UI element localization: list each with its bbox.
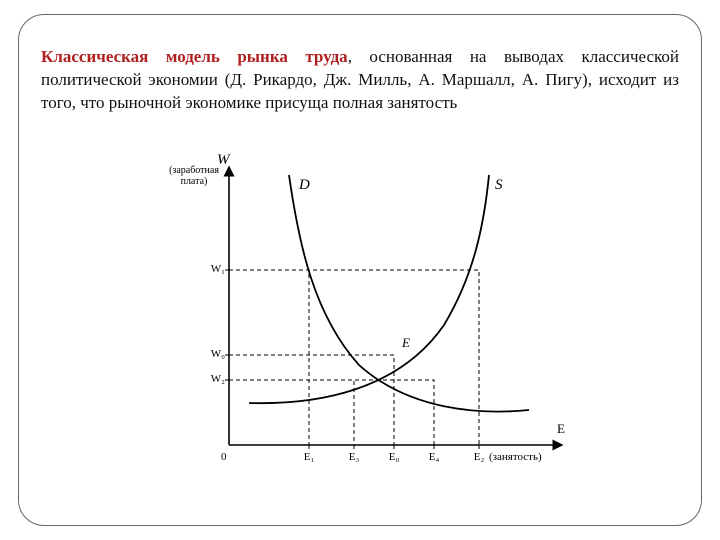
curve-s-label: S xyxy=(495,177,503,194)
x-axis-sublabel: (занятость) xyxy=(489,451,569,463)
equilibrium-label: E xyxy=(402,335,410,351)
origin-label: 0 xyxy=(221,451,227,463)
chart-svg xyxy=(159,155,579,485)
slide-frame: Классическая модель рынка труда, основан… xyxy=(18,14,702,526)
x-axis-label: E xyxy=(557,421,565,437)
labor-market-chart: W (заработная плата) W₁ W₀ W₂ 0 E₁ E₃ E₀… xyxy=(159,155,579,485)
ytick-w2: W₂ xyxy=(195,373,225,385)
curve-d-label: D xyxy=(299,177,310,194)
ytick-w0: W₀ xyxy=(195,348,225,360)
y-axis-sublabel: (заработная плата) xyxy=(161,165,227,187)
xtick-e3: E₃ xyxy=(341,451,367,463)
slide-title: Классическая модель рынка труда xyxy=(41,47,348,66)
slide-paragraph: Классическая модель рынка труда, основан… xyxy=(41,46,679,115)
xtick-e0: E₀ xyxy=(381,451,407,463)
xtick-e4: E₄ xyxy=(421,451,447,463)
ytick-w1: W₁ xyxy=(195,263,225,275)
xtick-e1: E₁ xyxy=(296,451,322,463)
